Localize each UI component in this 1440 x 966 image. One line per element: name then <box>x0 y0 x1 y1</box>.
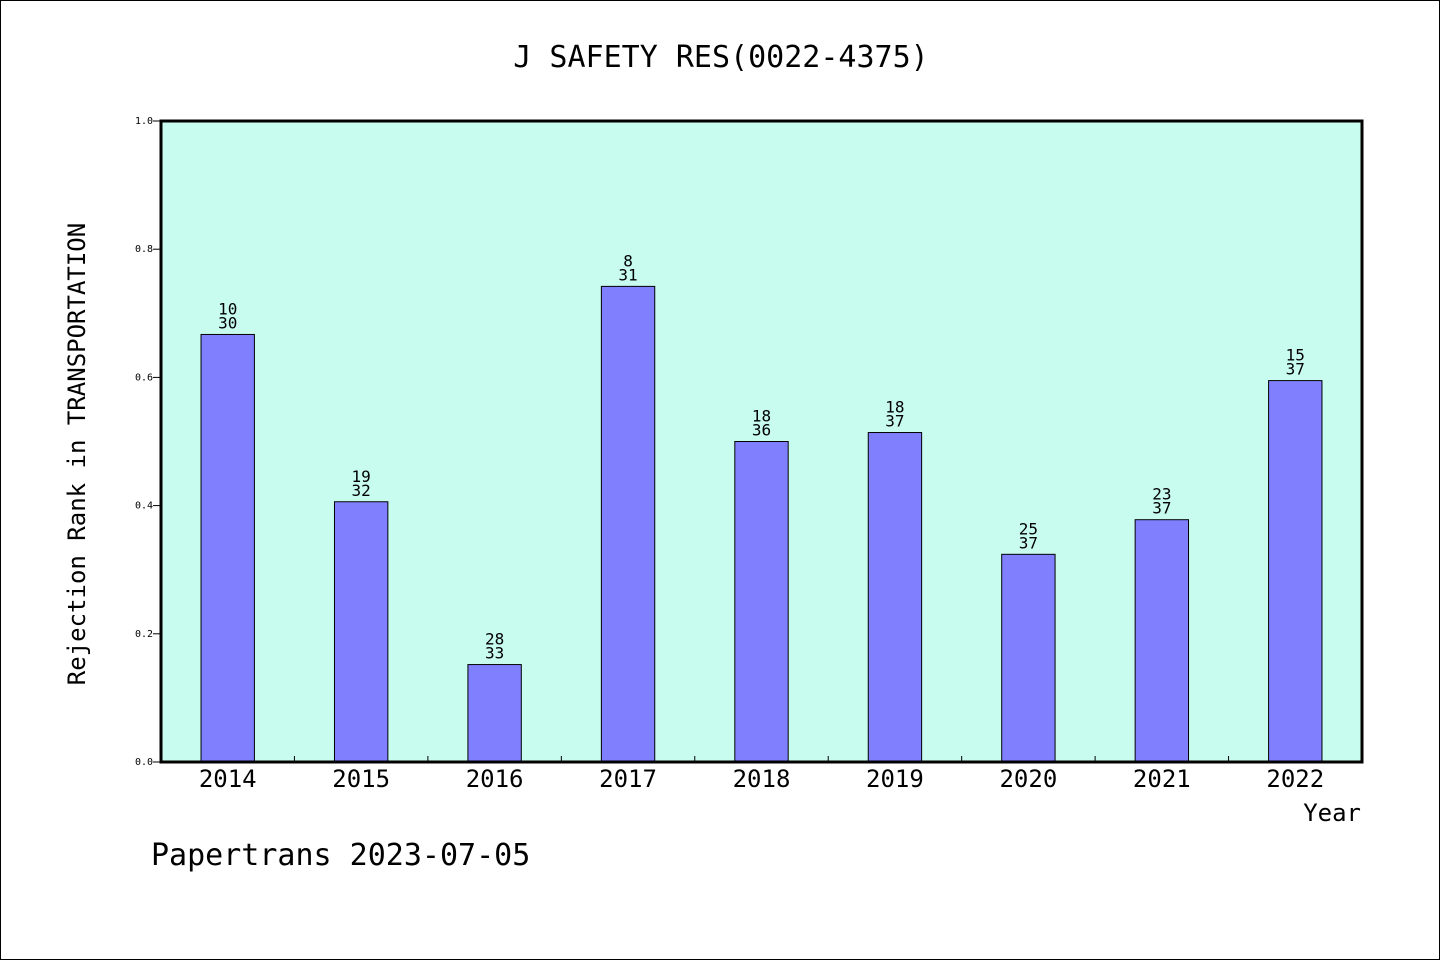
y-tick-label: 0.4 <box>135 501 153 512</box>
x-tick-label: 2022 <box>1266 765 1324 793</box>
y-tick-label: 0.8 <box>135 244 153 255</box>
x-tick-label: 2020 <box>999 765 1057 793</box>
y-axis-label: Rejection Rank in TRANSPORTATION <box>63 223 91 685</box>
bar-total-label: 37 <box>1286 360 1305 379</box>
bar-rank-label: 28 <box>485 630 504 649</box>
bar-2021 <box>1134 519 1190 763</box>
bar-total-label: 37 <box>885 412 904 431</box>
bar-2014 <box>200 333 255 763</box>
plot-border <box>159 119 1364 764</box>
x-tick-label: 2019 <box>866 765 924 793</box>
bar-rank-label: 10 <box>218 299 237 318</box>
bar-2017 <box>600 285 656 763</box>
bars-group <box>200 285 1323 763</box>
bar-total-label: 31 <box>618 265 637 284</box>
y-tick-label: 0.6 <box>135 372 153 383</box>
bar-2016 <box>467 664 522 763</box>
bar-2015 <box>333 501 389 763</box>
bar-2018 <box>734 441 789 763</box>
x-axis-label: Year <box>1303 799 1361 827</box>
bar-rank-label: 25 <box>1019 519 1038 538</box>
y-tick-label: 0.0 <box>135 757 153 768</box>
bar-rank-label: 8 <box>623 251 633 270</box>
bar-rank-label: 18 <box>885 398 904 417</box>
y-tick-label: 1.0 <box>135 116 153 127</box>
x-tick-label: 2016 <box>466 765 524 793</box>
bar-rank-label: 19 <box>352 467 371 486</box>
bar-total-label: 33 <box>485 644 504 663</box>
bar-rank-label: 18 <box>752 407 771 426</box>
bar-2022 <box>1268 380 1323 763</box>
bar-rank-label: 15 <box>1286 346 1305 365</box>
x-tick-label: 2015 <box>332 765 390 793</box>
x-tick-label: 2021 <box>1133 765 1191 793</box>
bar-2020 <box>1001 553 1056 763</box>
bar-total-label: 32 <box>352 481 371 500</box>
x-tick-label: 2018 <box>733 765 791 793</box>
x-tick-label: 2017 <box>599 765 657 793</box>
bar-total-label: 37 <box>1019 533 1038 552</box>
bar-total-label: 37 <box>1152 499 1171 518</box>
bar-total-label: 30 <box>218 313 237 332</box>
x-tick-label: 2014 <box>199 765 257 793</box>
bar-2019 <box>867 432 923 763</box>
y-tick-label: 0.2 <box>135 629 153 640</box>
bar-total-label: 36 <box>752 421 771 440</box>
x-axis: 2014 2015 2016 2017 2018 2019 2020 2021 2022 <box>199 756 1324 793</box>
y-axis: 0.0 0.2 0.4 0.6 0.8 1.0 <box>135 116 161 768</box>
chart-title: J SAFETY RES(0022-4375) <box>513 40 928 75</box>
bar-rank-label: 23 <box>1152 485 1171 504</box>
footer-text: Papertrans 2023-07-05 <box>151 838 530 873</box>
